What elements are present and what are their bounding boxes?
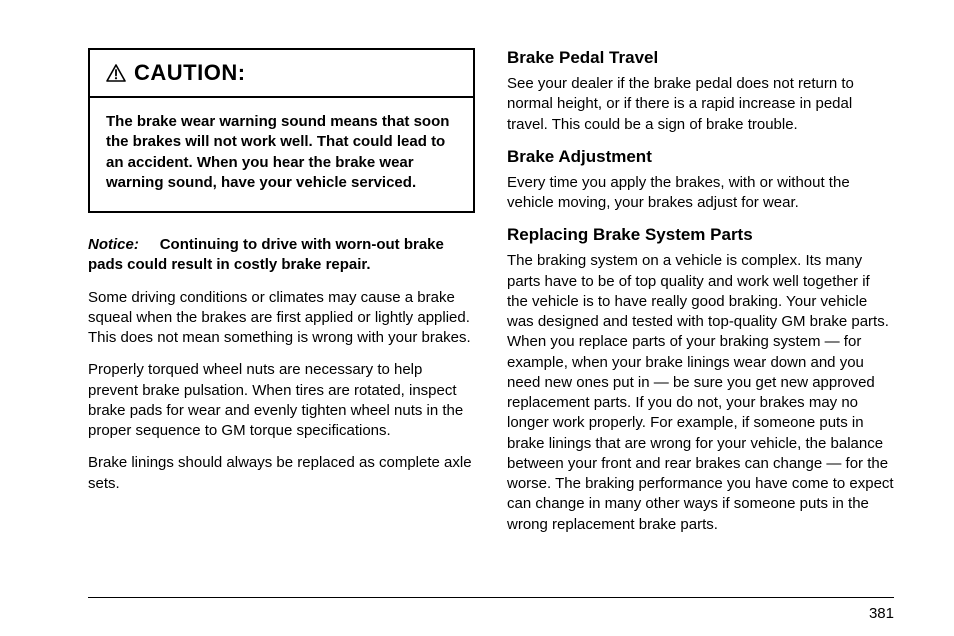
body-paragraph: Every time you apply the brakes, with or… — [507, 173, 894, 214]
body-paragraph: Some driving conditions or climates may … — [88, 288, 475, 349]
body-paragraph: Brake linings should always be replaced … — [88, 453, 475, 494]
notice-text: Continuing to drive with worn-out brake … — [88, 236, 444, 273]
section-heading: Brake Adjustment — [507, 147, 894, 167]
right-column: Brake Pedal Travel See your dealer if th… — [507, 48, 894, 535]
caution-header: CAUTION: — [90, 50, 473, 98]
caution-box: CAUTION: The brake wear warning sound me… — [88, 48, 475, 213]
body-paragraph: See your dealer if the brake pedal does … — [507, 74, 894, 135]
section-heading: Replacing Brake System Parts — [507, 225, 894, 245]
footer-rule — [88, 597, 894, 598]
warning-triangle-icon — [106, 64, 126, 82]
notice-block: Notice: Continuing to drive with worn-ou… — [88, 235, 475, 276]
body-paragraph: The braking system on a vehicle is compl… — [507, 251, 894, 535]
page-number: 381 — [869, 605, 894, 622]
body-paragraph: Properly torqued wheel nuts are necessar… — [88, 360, 475, 441]
notice-label: Notice: — [88, 236, 139, 253]
left-column: CAUTION: The brake wear warning sound me… — [88, 48, 475, 535]
caution-body-text: The brake wear warning sound means that … — [90, 98, 473, 211]
section-heading: Brake Pedal Travel — [507, 48, 894, 68]
manual-page: CAUTION: The brake wear warning sound me… — [0, 0, 954, 555]
caution-label: CAUTION: — [134, 60, 246, 86]
